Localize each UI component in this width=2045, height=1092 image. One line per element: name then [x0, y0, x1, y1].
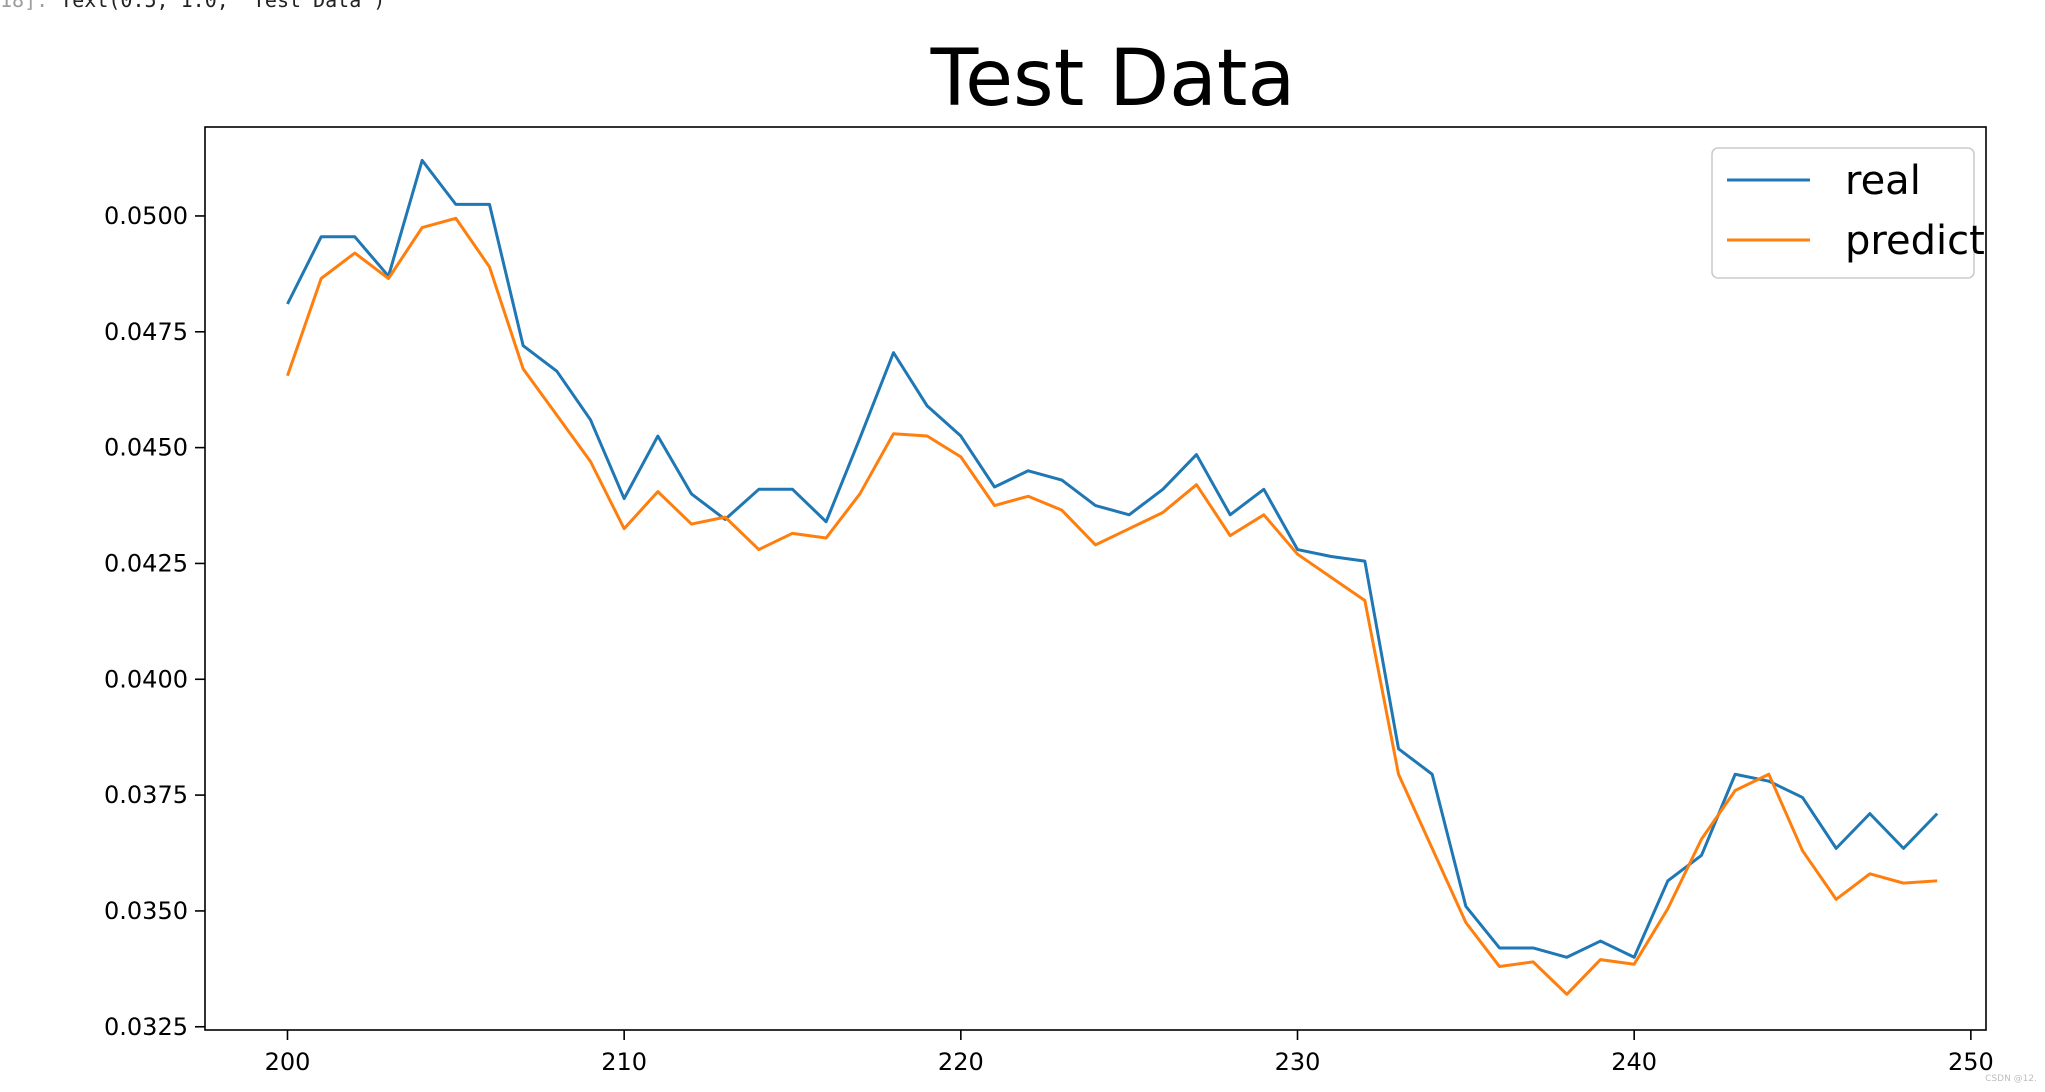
cell-output-value: Text(0.5, 1.0, 'Test Data') — [60, 0, 386, 12]
y-tick-label: 0.0400 — [104, 665, 188, 693]
y-tick-label: 0.0425 — [104, 549, 188, 577]
y-tick-label: 0.0500 — [104, 202, 188, 230]
x-tick-label: 250 — [1948, 1048, 1994, 1076]
y-tick-label: 0.0450 — [104, 434, 188, 462]
x-tick-label: 220 — [938, 1048, 984, 1076]
x-tick-label: 240 — [1611, 1048, 1657, 1076]
watermark: CSDN @12. — [1985, 1074, 2037, 1084]
axes-frame — [204, 126, 1987, 1031]
plot-area — [286, 158, 1939, 996]
x-tick-label: 230 — [1275, 1048, 1321, 1076]
chart-title: Test Data — [930, 34, 1296, 124]
series-line-real — [286, 158, 1939, 959]
legend-label-real: real — [1845, 158, 1921, 204]
y-tick-label: 0.0375 — [104, 781, 188, 809]
cell-prompt: 18]: — [0, 0, 49, 12]
y-tick-label: 0.0475 — [104, 318, 188, 346]
x-tick-label: 210 — [601, 1048, 647, 1076]
y-tick-label: 0.0325 — [104, 1013, 188, 1041]
cell-output-text: 18]: Text(0.5, 1.0, 'Test Data') — [0, 0, 385, 12]
x-axis: 200 210 220 230 240 250 — [265, 1030, 1994, 1076]
y-tick-label: 0.0350 — [104, 897, 188, 925]
legend-label-predict: predict — [1845, 218, 1985, 264]
legend: real predict — [1711, 147, 1985, 279]
y-axis: 0.0325 0.0350 0.0375 0.0400 0.0425 0.0450 0.04… — [104, 202, 205, 1041]
series-line-predict — [286, 216, 1938, 996]
x-tick-label: 200 — [265, 1048, 311, 1076]
